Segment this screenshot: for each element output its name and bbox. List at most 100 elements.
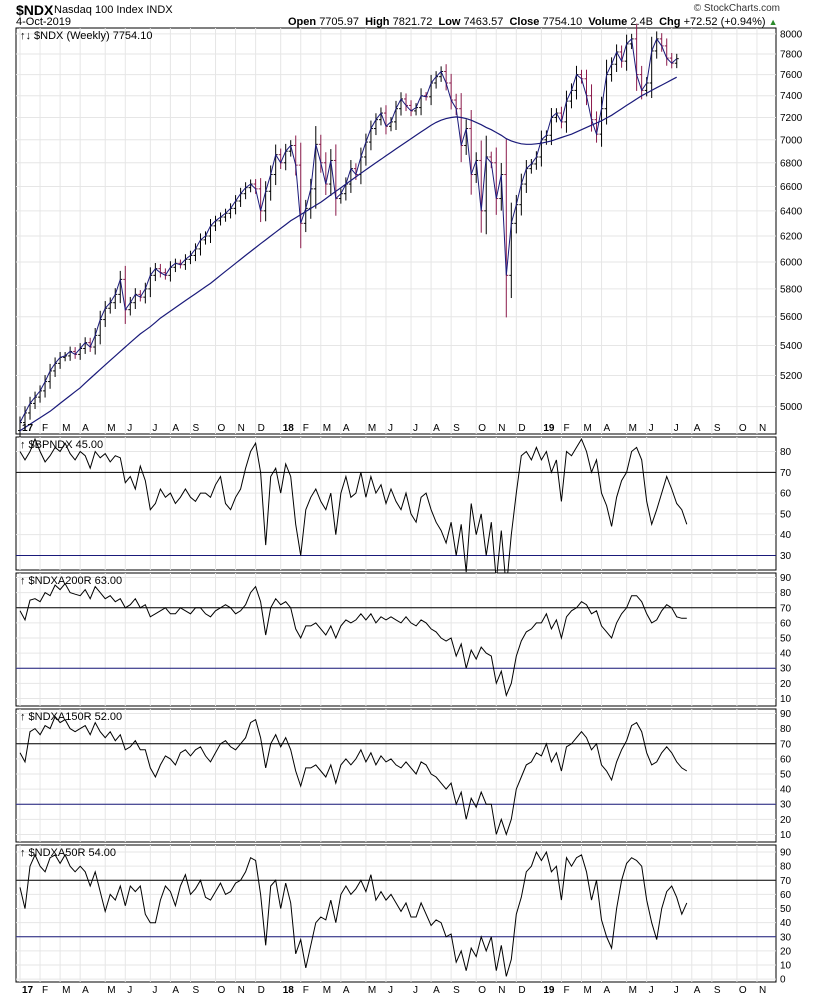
open-value: 7705.97 <box>319 16 359 28</box>
x-tick-label: D <box>258 423 265 434</box>
x-tick-label: J <box>127 985 132 996</box>
y-tick-label: 70 <box>780 603 792 614</box>
x-tick-label: N <box>759 423 766 434</box>
x-tick-label: 18 <box>283 423 295 434</box>
x-tick-label: J <box>674 423 679 434</box>
x-tick-label: M <box>629 985 637 996</box>
x-tick-label: J <box>152 985 157 996</box>
x-tick-label: J <box>413 985 418 996</box>
x-tick-label: J <box>649 423 654 434</box>
y-tick-label: 6000 <box>780 258 803 269</box>
y-tick-label: 6400 <box>780 206 803 217</box>
indicator-line <box>19 437 688 589</box>
x-tick-label: O <box>739 985 747 996</box>
x-tick-label: A <box>172 423 179 434</box>
x-tick-label: A <box>433 423 440 434</box>
y-tick-label: 90 <box>780 709 792 720</box>
y-tick-label: 10 <box>780 830 792 841</box>
y-tick-label: 50 <box>780 509 792 520</box>
x-tick-label: 19 <box>543 423 555 434</box>
x-tick-label: A <box>82 423 89 434</box>
x-tick-label: F <box>563 985 569 996</box>
x-tick-label: S <box>453 985 460 996</box>
y-tick-label: 90 <box>780 573 792 584</box>
x-tick-label: M <box>62 423 70 434</box>
y-tick-label: 5800 <box>780 284 803 295</box>
x-tick-label: J <box>152 423 157 434</box>
y-tick-label: 60 <box>780 890 792 901</box>
x-tick-label: A <box>82 985 89 996</box>
y-tick-label: 50 <box>780 904 792 915</box>
x-tick-label: M <box>629 423 637 434</box>
y-tick-label: 90 <box>780 848 792 859</box>
x-tick-label: S <box>714 423 721 434</box>
y-tick-label: 80 <box>780 447 792 458</box>
x-tick-label: J <box>413 423 418 434</box>
x-tick-label: A <box>694 985 701 996</box>
indicator-line <box>19 582 687 698</box>
x-tick-label: 17 <box>22 985 34 996</box>
x-tick-label: D <box>518 423 525 434</box>
y-tick-label: 40 <box>780 918 792 929</box>
y-tick-label: 10 <box>780 961 792 972</box>
indicator-line <box>19 850 688 977</box>
y-tick-label: 5400 <box>780 341 803 352</box>
indicator-title: ↑ $BPNDX 45.00 <box>20 439 103 451</box>
high-label: High <box>365 16 390 28</box>
x-tick-label: N <box>498 423 505 434</box>
panel-price: 5000 5200 5400 5600 5800 6000 6200 6400 6600 6800… <box>15 23 803 437</box>
x-tick-label: S <box>714 985 721 996</box>
y-tick-label: 50 <box>780 633 792 644</box>
y-tick-label: 6200 <box>780 232 803 243</box>
close-value: 7754.10 <box>542 16 583 28</box>
x-tick-label: A <box>604 423 611 434</box>
chg-value: +72.52 (+0.94%) <box>683 16 766 28</box>
panel-frame <box>15 572 777 707</box>
close-line <box>19 37 678 423</box>
x-tick-label: O <box>478 985 486 996</box>
y-tick-label: 80 <box>780 862 792 873</box>
panel-frame <box>15 436 777 571</box>
y-tick-label: 30 <box>780 664 792 675</box>
x-tick-label: M <box>107 985 115 996</box>
y-tick-label: 10 <box>780 694 792 705</box>
panel-frame <box>15 844 777 983</box>
x-tick-label: J <box>388 423 393 434</box>
panel-indicator-2: 10 20 30 40 50 60 70 80 90 ↑ $NDXA200R 63.00 <box>15 572 792 707</box>
x-tick-label: F <box>42 423 48 434</box>
y-tick-label: 50 <box>780 769 792 780</box>
y-tick-label: 70 <box>780 739 792 750</box>
x-tick-label: A <box>694 423 701 434</box>
y-tick-label: 7600 <box>780 70 803 81</box>
y-tick-label: 20 <box>780 946 792 957</box>
y-tick-label: 70 <box>780 468 792 479</box>
x-tick-label: J <box>388 985 393 996</box>
up-arrow-icon: ▲ <box>768 17 778 27</box>
x-tick-label: A <box>433 985 440 996</box>
symbol-name: Nasdaq 100 Index INDX <box>54 4 173 16</box>
x-tick-label: M <box>323 985 331 996</box>
low-label: Low <box>438 16 461 28</box>
x-tick-label: O <box>478 423 486 434</box>
x-tick-label: N <box>238 985 245 996</box>
y-tick-label: 0 <box>780 975 786 986</box>
y-tick-label: 40 <box>780 649 792 660</box>
x-tick-label: 19 <box>543 985 555 996</box>
symbol-title: $NDX <box>16 2 54 18</box>
x-tick-label: S <box>192 985 199 996</box>
y-tick-label: 70 <box>780 876 792 887</box>
chg-label: Chg <box>659 16 681 28</box>
x-tick-label: J <box>674 985 679 996</box>
x-tick-label: D <box>258 985 265 996</box>
brand-watermark: © StockCharts.com <box>693 3 780 14</box>
x-tick-label: M <box>368 985 376 996</box>
price-panel-title: ↑↓ $NDX (Weekly) 7754.10 <box>20 30 152 42</box>
y-tick-label: 40 <box>780 530 792 541</box>
x-tick-label: 18 <box>283 985 295 996</box>
y-tick-label: 60 <box>780 489 792 500</box>
indicator-title: ↑ $NDXA200R 63.00 <box>20 575 122 587</box>
y-tick-label: 80 <box>780 588 792 599</box>
volume-value: 2.4B <box>630 16 653 28</box>
y-tick-label: 30 <box>780 932 792 943</box>
x-tick-label: M <box>107 423 115 434</box>
